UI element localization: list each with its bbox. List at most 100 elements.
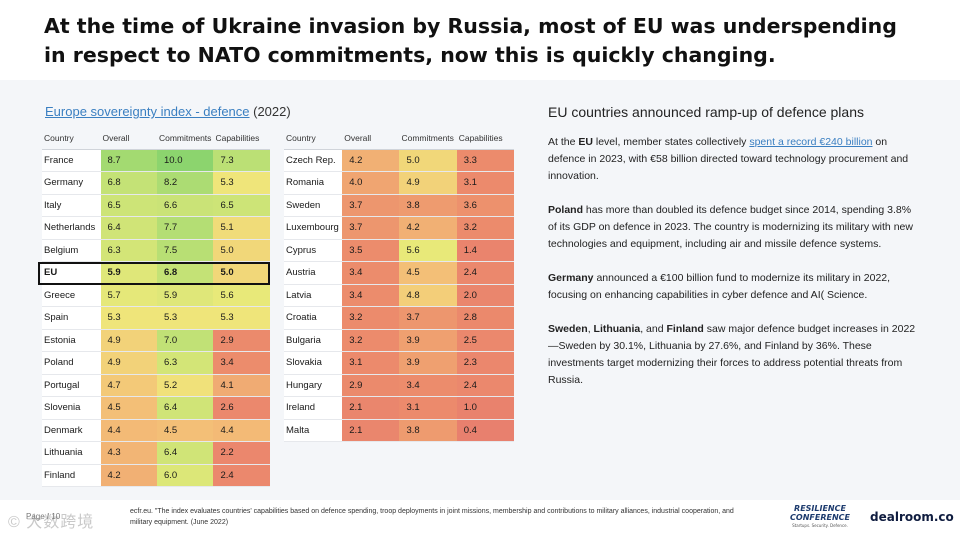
- overall-cell: 4.2: [100, 464, 157, 487]
- slide-title: At the time of Ukraine invasion by Russi…: [44, 14, 897, 67]
- header-commitments: Commitments: [156, 127, 214, 150]
- text: announced a €100 billion fund to moderni…: [548, 272, 891, 301]
- commitments-cell: 4.5: [399, 261, 457, 285]
- country-cell: Latvia: [284, 284, 343, 307]
- commitments-cell: 6.3: [156, 351, 214, 375]
- bold-eu: EU: [578, 136, 593, 148]
- country-cell: Lithuania: [42, 441, 101, 465]
- text: ,: [587, 323, 594, 335]
- index-source-link[interactable]: Europe sovereignty index - defence: [45, 104, 250, 119]
- table-row: Croatia 3.2 3.7 2.8: [284, 306, 514, 330]
- overall-cell: 8.7: [100, 149, 157, 172]
- overall-cell: 3.4: [342, 261, 400, 285]
- commitments-cell: 5.2: [156, 374, 214, 397]
- country-cell: Malta: [284, 419, 343, 442]
- bold-sweden: Sweden: [548, 323, 588, 335]
- table-row: Netherlands 6.4 7.7 5.1: [42, 216, 270, 240]
- page-number: Page / 10: [26, 512, 61, 521]
- table-row: Czech Rep. 4.2 5.0 3.3: [284, 149, 514, 172]
- logo-tagline: Startups. Security. Defence.: [792, 523, 848, 528]
- capabilities-cell: 3.3: [456, 149, 514, 172]
- text: At the: [548, 136, 579, 148]
- country-cell: Poland: [42, 351, 101, 375]
- overall-cell: 6.4: [100, 216, 157, 240]
- country-cell: Portugal: [42, 374, 101, 397]
- resilience-conference-logo: RESILIENCE CONFERENCE Startups. Security…: [788, 504, 852, 531]
- commitments-cell: 3.8: [399, 194, 457, 217]
- table-row: Bulgaria 3.2 3.9 2.5: [284, 329, 514, 352]
- index-table-left-body: France 8.7 10.0 7.3 Germany 6.8 8.2 5.3 Italy 6.5…: [42, 149, 270, 487]
- record-spend-link[interactable]: spent a record €240 billion: [749, 136, 873, 148]
- commitments-cell: 7.0: [156, 329, 214, 352]
- commitments-cell: 3.4: [399, 374, 457, 397]
- logo-line-1: RESILIENCE: [794, 504, 846, 513]
- overall-cell: 3.5: [342, 239, 400, 262]
- text: has more than doubled its defence budget…: [548, 204, 913, 250]
- bold-poland: Poland: [548, 204, 584, 216]
- text: saw major defence budget increases in 20…: [548, 323, 916, 386]
- capabilities-cell: 2.2: [213, 441, 270, 465]
- overall-cell: 4.9: [100, 351, 157, 375]
- overall-cell: 5.9: [100, 261, 157, 285]
- country-cell: Spain: [42, 306, 101, 330]
- overall-cell: 6.8: [100, 171, 157, 195]
- capabilities-cell: 7.3: [213, 149, 270, 172]
- overall-cell: 2.1: [342, 396, 400, 420]
- table-row: Denmark 4.4 4.5 4.4: [42, 419, 270, 442]
- table-row: Spain 5.3 5.3 5.3: [42, 306, 270, 330]
- capabilities-cell: 5.0: [213, 261, 270, 285]
- capabilities-cell: 5.6: [213, 284, 270, 307]
- dealroom-logo: dealroom.co: [870, 510, 954, 524]
- country-cell: Slovakia: [284, 351, 343, 375]
- table-row: Cyprus 3.5 5.6 1.4: [284, 239, 514, 262]
- header-country: Country: [284, 127, 343, 150]
- bold-finland: Finland: [666, 323, 704, 335]
- overall-cell: 6.3: [100, 239, 157, 262]
- capabilities-cell: 2.6: [213, 396, 270, 420]
- index-table-left: Country Overall Commitments Capabilities…: [42, 127, 270, 487]
- country-cell: Sweden: [284, 194, 343, 217]
- table-header-row: Country Overall Commitments Capabilities: [284, 127, 514, 150]
- paragraph-nordics: Sweden, Lithuania, and Finland saw major…: [548, 321, 918, 389]
- country-cell: Cyprus: [284, 239, 343, 262]
- country-cell: Luxembourg: [284, 216, 343, 240]
- table-row: Belgium 6.3 7.5 5.0: [42, 239, 270, 262]
- plans-heading: EU countries announced ramp-up of defenc…: [548, 104, 864, 120]
- capabilities-cell: 3.1: [456, 171, 514, 195]
- country-cell: France: [42, 149, 101, 172]
- table-row: Slovenia 4.5 6.4 2.6: [42, 396, 270, 420]
- commitments-cell: 4.5: [156, 419, 214, 442]
- overall-cell: 6.5: [100, 194, 157, 217]
- bold-germany: Germany: [548, 272, 594, 284]
- overall-cell: 3.7: [342, 194, 400, 217]
- header-commitments: Commitments: [399, 127, 457, 150]
- country-cell: Belgium: [42, 239, 101, 262]
- table-row: Lithuania 4.3 6.4 2.2: [42, 441, 270, 465]
- capabilities-cell: 1.0: [456, 396, 514, 420]
- capabilities-cell: 2.9: [213, 329, 270, 352]
- country-cell: Ireland: [284, 396, 343, 420]
- overall-cell: 4.2: [342, 149, 400, 172]
- table-row: Slovakia 3.1 3.9 2.3: [284, 351, 514, 375]
- logo-line-2: CONFERENCE: [790, 512, 850, 522]
- overall-cell: 4.4: [100, 419, 157, 442]
- capabilities-cell: 3.4: [213, 351, 270, 375]
- defence-plans-section: EU countries announced ramp-up of defenc…: [548, 104, 918, 406]
- country-cell: Austria: [284, 261, 343, 285]
- commitments-cell: 4.8: [399, 284, 457, 307]
- commitments-cell: 6.6: [156, 194, 214, 217]
- capabilities-cell: 4.4: [213, 419, 270, 442]
- index-table-right: Country Overall Commitments Capabilities…: [284, 127, 514, 442]
- table-row: France 8.7 10.0 7.3: [42, 149, 270, 172]
- commitments-cell: 7.7: [156, 216, 214, 240]
- index-table-right-body: Czech Rep. 4.2 5.0 3.3 Romania 4.0 4.9 3.1 Swede…: [284, 149, 514, 442]
- commitments-cell: 3.8: [399, 419, 457, 442]
- table-row: Malta 2.1 3.8 0.4: [284, 419, 514, 442]
- capabilities-cell: 5.0: [213, 239, 270, 262]
- overall-cell: 4.7: [100, 374, 157, 397]
- paragraph-germany: Germany announced a €100 billion fund to…: [548, 270, 918, 304]
- capabilities-cell: 5.3: [213, 171, 270, 195]
- table-row: Italy 6.5 6.6 6.5: [42, 194, 270, 217]
- country-cell: Germany: [42, 171, 101, 195]
- table-row: Finland 4.2 6.0 2.4: [42, 464, 270, 487]
